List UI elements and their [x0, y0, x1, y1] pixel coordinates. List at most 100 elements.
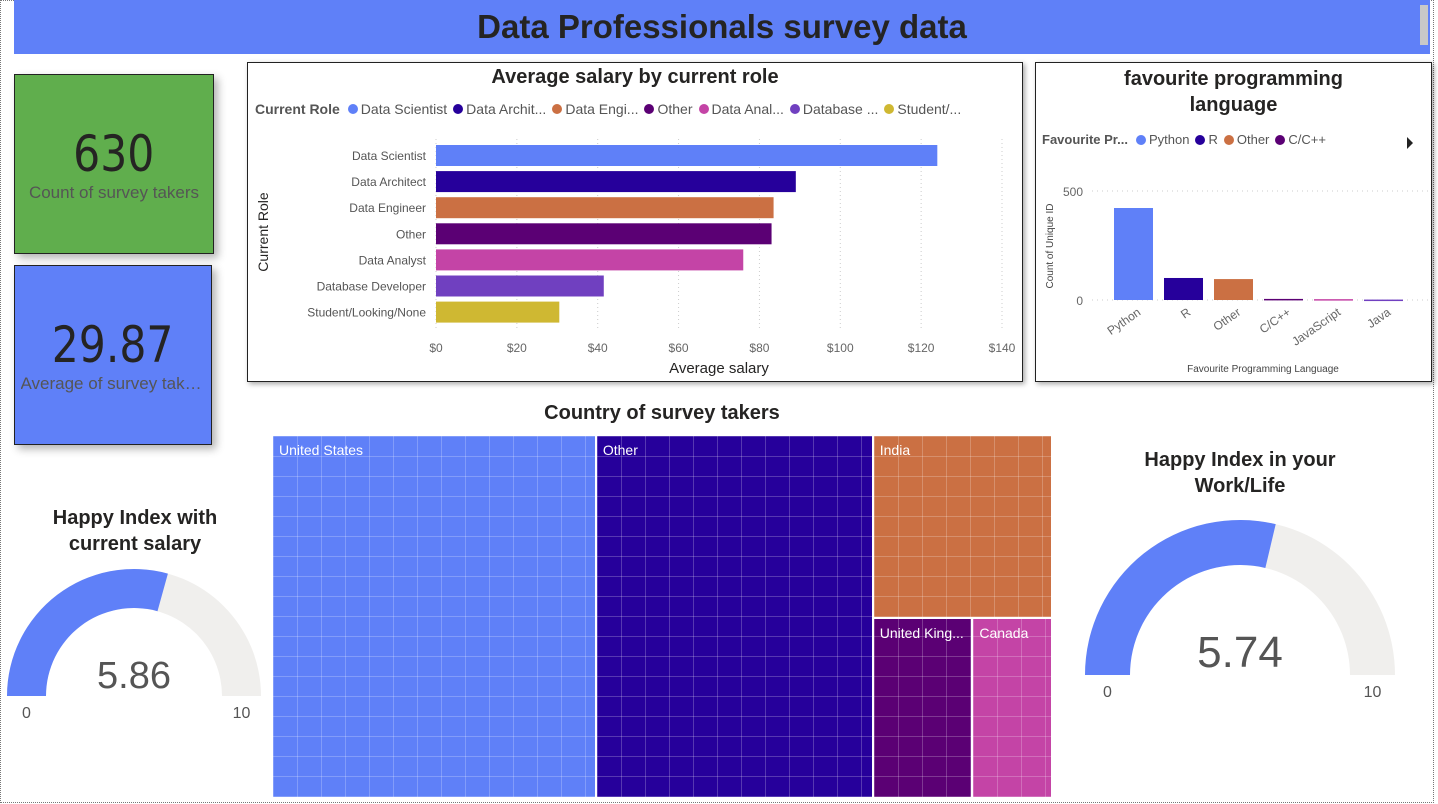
legend-item[interactable]: Data Engi... — [552, 101, 638, 117]
gauge-value: 5.86 — [97, 655, 171, 697]
gauge-min-label: 0 — [22, 705, 31, 722]
legend-dot-icon — [453, 104, 464, 114]
bar — [436, 249, 744, 271]
salary-happiness-gauge[interactable]: 5.86 0 10 — [0, 560, 270, 730]
language-chart-panel[interactable]: favourite programming language Favourite… — [1035, 62, 1432, 382]
legend-item[interactable]: C/C++ — [1275, 132, 1326, 147]
bar — [1214, 279, 1253, 300]
count-card[interactable]: 630 Count of survey takers — [14, 74, 214, 254]
bar — [436, 301, 560, 323]
treemap-label: United States — [279, 442, 364, 458]
legend-label: Student/... — [897, 101, 962, 117]
y-tick-label: Data Architect — [351, 175, 426, 189]
x-tick-label: $0 — [429, 341, 443, 355]
average-card[interactable]: 29.87 Average of survey takers — [14, 265, 212, 445]
average-value: 29.87 — [52, 316, 174, 374]
legend-label: Data Scientist — [360, 101, 448, 117]
gauge-value: 5.74 — [1197, 628, 1283, 677]
report-header: Data Professionals survey data — [14, 0, 1430, 54]
legend-dot-icon — [789, 104, 800, 114]
salary-legend: Current Role Data Scientist Data Archit..… — [255, 101, 1022, 117]
x-tick-label: JavaScript — [1289, 305, 1343, 349]
country-treemap: United States Other India United King... Can… — [272, 435, 1052, 798]
legend-dot-icon — [1223, 134, 1234, 145]
legend-label: Data Archit... — [466, 101, 547, 117]
gauge-fill — [7, 569, 168, 696]
salary-chart-panel[interactable]: Average salary by current role Current R… — [247, 62, 1023, 382]
legend-dot-icon — [1135, 134, 1146, 145]
legend-item[interactable]: Database ... — [789, 101, 878, 117]
y-axis-title: Current Role — [255, 192, 271, 272]
y-tick-label: Other — [396, 227, 426, 241]
legend-label: C/C++ — [1288, 132, 1326, 147]
x-tick-label: $140 — [989, 341, 1016, 355]
gauge-min-label: 0 — [1103, 684, 1112, 701]
legend-dot-icon — [347, 104, 358, 114]
y-tick-label: Data Scientist — [352, 149, 427, 163]
legend-dot-icon — [698, 104, 709, 114]
y-axis-title: Count of Unique ID — [1045, 203, 1056, 288]
y-tick-label: 500 — [1063, 185, 1083, 199]
salary-chart-title: Average salary by current role — [491, 66, 779, 88]
bar — [436, 223, 772, 245]
y-tick-label: 0 — [1076, 294, 1083, 308]
bar — [436, 197, 774, 219]
treemap-label: Canada — [979, 624, 1029, 641]
scrollbar[interactable] — [1420, 5, 1428, 45]
language-bar-chart: 0 500 Python R Other C/C++JavaScript Java Favou… — [1045, 185, 1428, 375]
treemap-cell[interactable]: United King... — [872, 617, 973, 798]
x-tick-label: Python — [1105, 305, 1144, 338]
gauge-max-label: 10 — [233, 705, 251, 722]
treemap-title: Country of survey takers — [544, 402, 780, 424]
treemap-label: United King... — [879, 624, 964, 641]
legend-item[interactable]: R — [1195, 132, 1218, 147]
x-tick-label: $60 — [669, 341, 689, 355]
treemap-cell[interactable]: Canada — [972, 617, 1052, 798]
bar — [1264, 298, 1303, 301]
x-tick-label: $40 — [588, 341, 608, 355]
treemap-cell[interactable]: India — [872, 435, 1052, 618]
x-tick-label: $100 — [827, 341, 854, 355]
legend-title: Current Role — [255, 101, 340, 117]
legend-dot-icon — [884, 104, 895, 114]
legend-label: Data Engi... — [565, 101, 639, 117]
x-tick-label: Java — [1364, 305, 1393, 331]
treemap-cell[interactable]: Other — [595, 435, 873, 798]
bar — [1314, 299, 1353, 301]
legend-item[interactable]: Student/... — [884, 101, 961, 117]
y-tick-label: Database Developer — [317, 280, 426, 294]
bar — [436, 275, 604, 297]
x-tick-label: R — [1178, 305, 1193, 322]
count-value: 630 — [73, 125, 155, 183]
treemap-label: India — [879, 442, 911, 458]
legend-item[interactable]: Other — [644, 101, 693, 117]
x-tick-label: Other — [1211, 305, 1244, 334]
legend-item[interactable]: Other — [1223, 132, 1270, 147]
legend-label: Other — [1236, 132, 1270, 147]
treemap-cell[interactable]: United States — [272, 435, 596, 798]
treemap-label: Other — [602, 442, 638, 458]
average-label: Average of survey takers — [20, 374, 206, 393]
legend-label: Other — [657, 101, 693, 117]
x-tick-label: C/C++ — [1257, 305, 1293, 336]
legend-dot-icon — [1275, 134, 1286, 145]
legend-title: Favourite Pr... — [1042, 132, 1128, 147]
legend-label: Python — [1148, 132, 1190, 147]
bar — [1164, 277, 1203, 300]
legend-item[interactable]: Data Scientist — [347, 101, 448, 117]
worklife-happiness-gauge[interactable]: 5.74 0 10 — [1075, 515, 1405, 715]
legend-next-icon[interactable] — [1407, 137, 1413, 149]
language-chart-title: favourite programming language — [1124, 68, 1343, 116]
legend-item[interactable]: Data Anal... — [698, 101, 784, 117]
worklife-happiness-title: Happy Index in your Work/Life — [1144, 449, 1336, 497]
x-axis-title: Average salary — [669, 360, 769, 377]
legend-dot-icon — [552, 104, 563, 114]
legend-label: R — [1208, 132, 1218, 147]
bar — [1364, 299, 1403, 302]
y-tick-label: Data Analyst — [359, 253, 427, 267]
count-label: Count of survey takers — [28, 183, 200, 202]
legend-item[interactable]: Data Archit... — [453, 101, 546, 117]
x-tick-label: $80 — [749, 341, 769, 355]
page-title: Data Professionals survey data — [477, 8, 967, 45]
legend-item[interactable]: Python — [1135, 132, 1190, 147]
